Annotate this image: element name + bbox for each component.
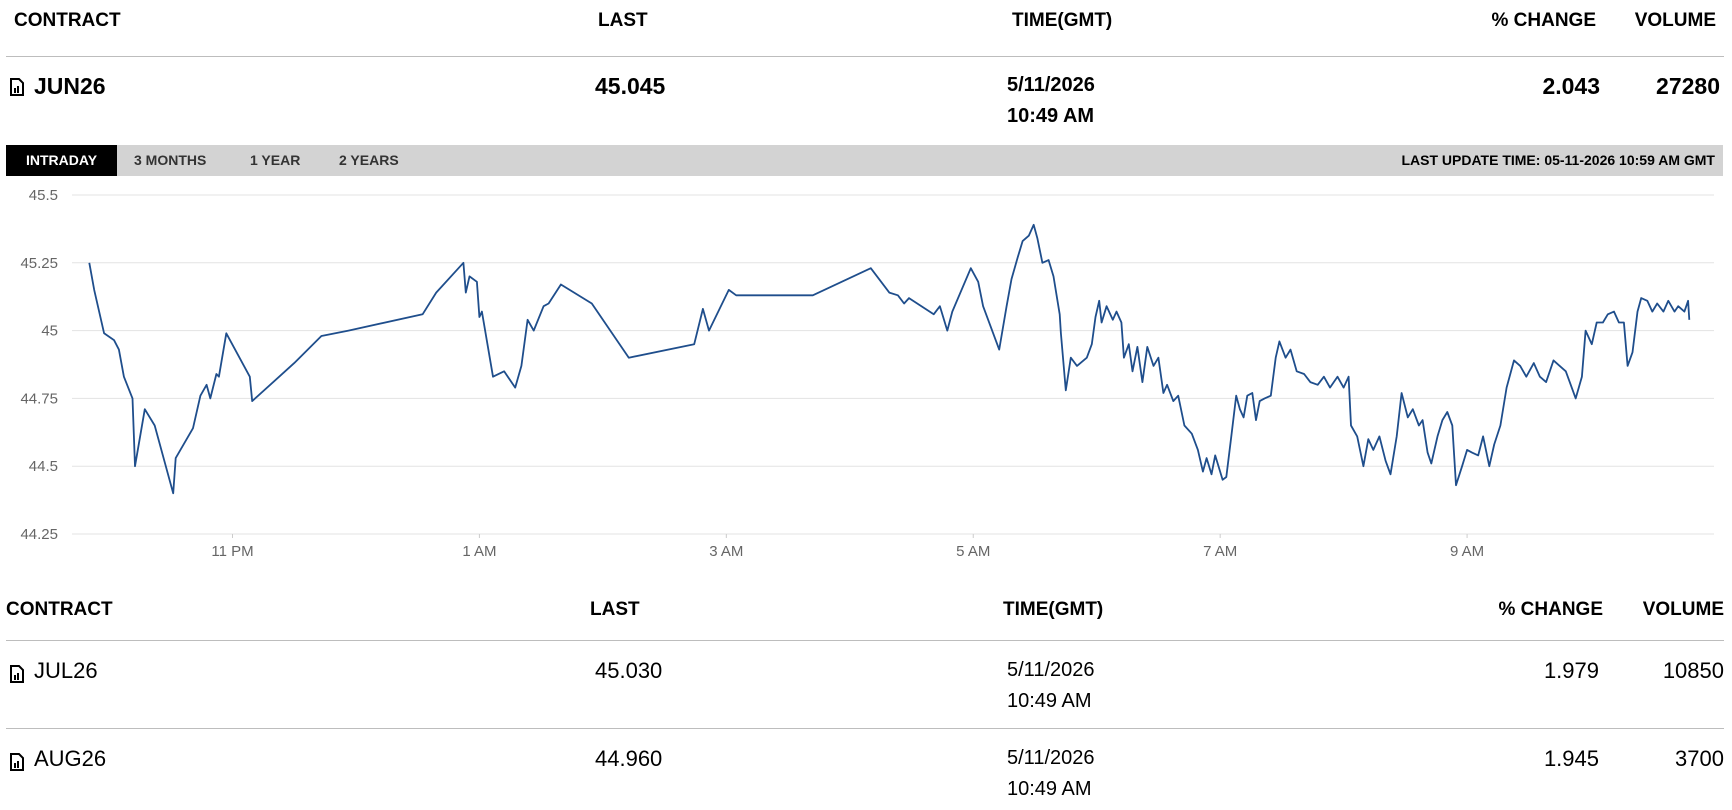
header: % CHANGE <box>1491 10 1596 31</box>
date: 5/11/2026 <box>1007 74 1095 96</box>
chart: 44.25 44.5 44.75 45 45.25 45.5 11 PM 1 AM 3 AM 5 … <box>20 187 1714 560</box>
header: LAST <box>598 10 648 31</box>
change: 1.979 <box>1543 658 1599 683</box>
last-update: LAST UPDATE TIME: 05-11-2026 10:59 AM GM… <box>1401 152 1715 168</box>
tab[interactable]: 3 MONTHS <box>134 152 207 168</box>
y-tick-label: 44.5 <box>29 458 58 475</box>
contract[interactable]: JUN26 <box>34 73 106 99</box>
price-line <box>88 223 1691 495</box>
header: % CHANGE <box>1498 599 1603 620</box>
tab[interactable]: 1 YEAR <box>250 152 301 168</box>
x-tick-label: 1 AM <box>462 543 496 560</box>
tab[interactable]: INTRADAY <box>6 145 118 176</box>
divider <box>6 56 1724 57</box>
contract-icon[interactable] <box>10 665 24 683</box>
contract-icon[interactable] <box>10 753 24 771</box>
header: VOLUME <box>1642 599 1724 620</box>
contract[interactable]: JUL26 <box>34 658 98 683</box>
date: 5/11/2026 <box>1007 659 1095 681</box>
divider <box>6 640 1724 641</box>
x-tick-label: 3 AM <box>709 543 743 560</box>
y-tick-label: 44.25 <box>20 526 58 543</box>
volume: 3700 <box>1675 746 1724 771</box>
header: CONTRACT <box>6 599 113 620</box>
volume: 27280 <box>1656 73 1720 99</box>
time: 10:49 AM <box>1007 778 1092 800</box>
last: 44.960 <box>595 746 663 771</box>
y-tick-label: 45.5 <box>29 187 58 204</box>
y-tick-label: 45.25 <box>20 255 58 272</box>
last: 45.045 <box>595 73 666 99</box>
contract[interactable]: AUG26 <box>34 746 107 771</box>
change: 2.043 <box>1542 73 1600 99</box>
header: TIME(GMT) <box>1003 599 1104 620</box>
header: VOLUME <box>1634 10 1716 31</box>
time: 10:49 AM <box>1007 105 1095 127</box>
y-tick-label: 45 <box>41 323 58 340</box>
x-tick-label: 11 PM <box>211 543 253 560</box>
volume: 10850 <box>1662 658 1724 683</box>
date: 5/11/2026 <box>1007 747 1095 769</box>
header: LAST <box>590 599 640 620</box>
tab-bar: INTRADAY 3 MONTHS 1 YEAR 2 YEARS LAST UP… <box>6 145 1723 176</box>
tab[interactable]: 2 YEARS <box>339 152 399 168</box>
x-tick-label: 9 AM <box>1450 543 1484 560</box>
divider <box>6 728 1724 729</box>
y-tick-label: 44.75 <box>20 390 58 407</box>
time: 10:49 AM <box>1007 690 1092 712</box>
contract-icon[interactable] <box>10 78 24 96</box>
change: 1.945 <box>1543 746 1599 771</box>
x-tick-label: 5 AM <box>956 543 990 560</box>
header: CONTRACT <box>14 10 121 31</box>
last: 45.030 <box>595 658 663 683</box>
header: TIME(GMT) <box>1012 10 1113 31</box>
x-tick-label: 7 AM <box>1203 543 1237 560</box>
